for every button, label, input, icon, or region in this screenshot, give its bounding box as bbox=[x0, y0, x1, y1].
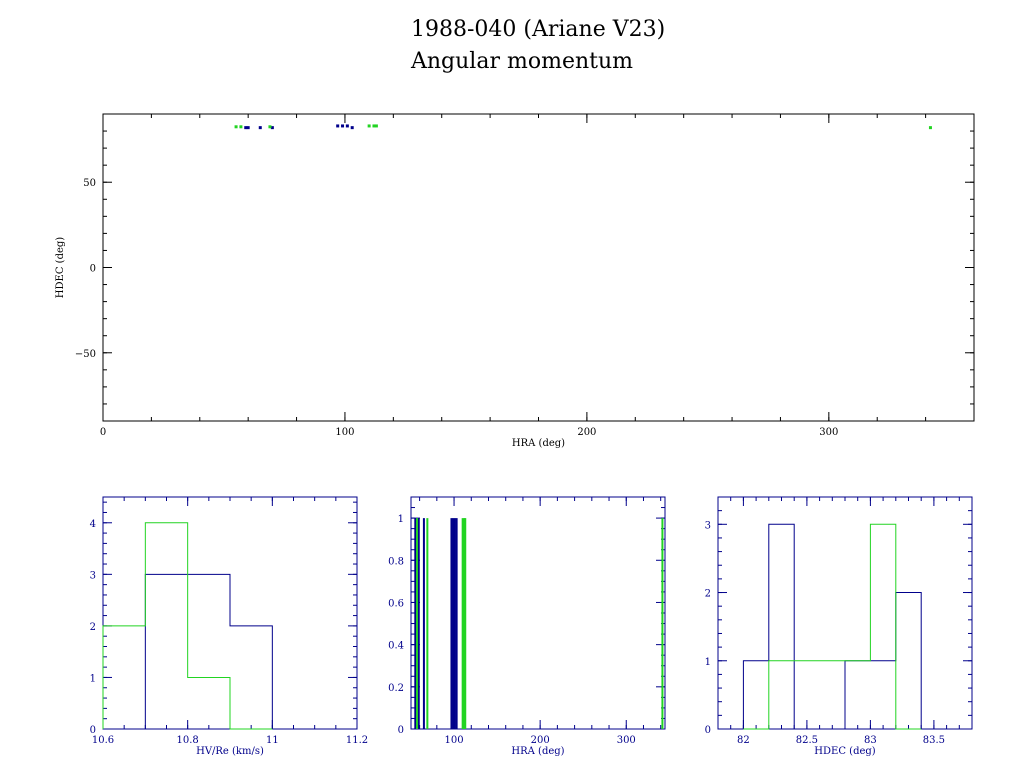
histogram-step-blue bbox=[103, 573, 273, 730]
x-axis-label: HRA (deg) bbox=[512, 438, 565, 449]
chart-main: 0 100 200 300 −50 0 50 HRA (deg) HDEC (deg) bbox=[55, 113, 975, 449]
x-tick-label: 200 bbox=[531, 735, 550, 746]
scatter-point bbox=[341, 124, 345, 128]
chart-hist_hdec: 82 82.5 83 83.5 0 1 2 3 HDEC (deg) bbox=[705, 496, 973, 757]
y-tick-label: 3 bbox=[705, 520, 711, 531]
y-tick-label: −50 bbox=[75, 349, 96, 360]
scatter-point bbox=[239, 125, 243, 129]
scatter-point bbox=[350, 126, 354, 130]
y-tick-label: 2 bbox=[90, 622, 96, 633]
y-tick-label: 1 bbox=[705, 657, 711, 668]
scatter-point bbox=[268, 125, 272, 129]
x-tick-label: 300 bbox=[819, 427, 838, 438]
x-tick-label: 83.5 bbox=[923, 735, 945, 746]
x-tick-label: 11 bbox=[266, 735, 279, 746]
x-tick-label: 82.5 bbox=[796, 735, 818, 746]
y-tick-label: 0.2 bbox=[388, 683, 404, 694]
y-tick-label: 4 bbox=[90, 519, 96, 530]
y-tick-label: 0 bbox=[705, 725, 711, 736]
scatter-point bbox=[246, 126, 250, 130]
chart-title-block: 1988-040 (Ariane V23) Angular momentum bbox=[411, 14, 665, 78]
x-tick-label: 300 bbox=[617, 735, 636, 746]
x-tick-label: 100 bbox=[335, 427, 354, 438]
chart-hist_hv: 10.6 10.8 11 11.2 0 1 2 3 4 HV/Re (km/s) bbox=[90, 496, 368, 757]
chart-subtitle: Angular momentum bbox=[411, 49, 633, 74]
y-tick-label: 0 bbox=[398, 725, 404, 736]
x-axis-label: HDEC (deg) bbox=[814, 746, 875, 757]
y-tick-label: 1 bbox=[90, 673, 96, 684]
x-tick-label: 82 bbox=[737, 735, 750, 746]
plot-frame bbox=[102, 113, 975, 422]
scatter-point bbox=[244, 126, 248, 130]
plot-frame bbox=[410, 496, 666, 730]
y-tick-label: 0.6 bbox=[388, 598, 404, 609]
y-tick-label: 1 bbox=[398, 514, 404, 525]
y-tick-label: 0.4 bbox=[388, 641, 404, 652]
scatter-point bbox=[928, 126, 932, 130]
x-axis-label: HV/Re (km/s) bbox=[196, 746, 264, 757]
x-tick-label: 100 bbox=[445, 735, 464, 746]
y-tick-label: 50 bbox=[83, 178, 96, 189]
scatter-point bbox=[270, 126, 274, 130]
scatter-point bbox=[234, 125, 238, 129]
y-tick-label: 0.8 bbox=[388, 556, 404, 567]
x-tick-label: 0 bbox=[100, 427, 106, 438]
y-axis-label: HDEC (deg) bbox=[55, 237, 66, 298]
x-axis-label: HRA (deg) bbox=[511, 746, 564, 757]
x-tick-label: 10.8 bbox=[177, 735, 199, 746]
chart-title: 1988-040 (Ariane V23) bbox=[411, 17, 666, 42]
scatter-point bbox=[345, 124, 349, 128]
x-tick-label: 200 bbox=[577, 427, 596, 438]
y-tick-label: 2 bbox=[705, 589, 711, 600]
scatter-point bbox=[372, 124, 376, 128]
y-tick-label: 3 bbox=[90, 570, 96, 581]
histogram-step-green bbox=[743, 523, 922, 730]
y-tick-label: 0 bbox=[90, 264, 96, 275]
x-tick-label: 83 bbox=[864, 735, 877, 746]
histogram-step-blue bbox=[742, 523, 922, 730]
y-tick-label: 0 bbox=[90, 725, 96, 736]
x-tick-label: 11.2 bbox=[346, 735, 368, 746]
scatter-point bbox=[258, 126, 262, 130]
x-tick-label: 10.6 bbox=[92, 735, 114, 746]
histogram-step-green bbox=[102, 522, 273, 730]
chart-hist_hra: 100 200 300 0 0.2 0.4 0.6 0.8 1 HRA (deg) bbox=[388, 496, 666, 757]
scatter-point bbox=[367, 124, 371, 128]
scatter-point bbox=[374, 124, 378, 128]
scatter-point bbox=[336, 124, 340, 128]
